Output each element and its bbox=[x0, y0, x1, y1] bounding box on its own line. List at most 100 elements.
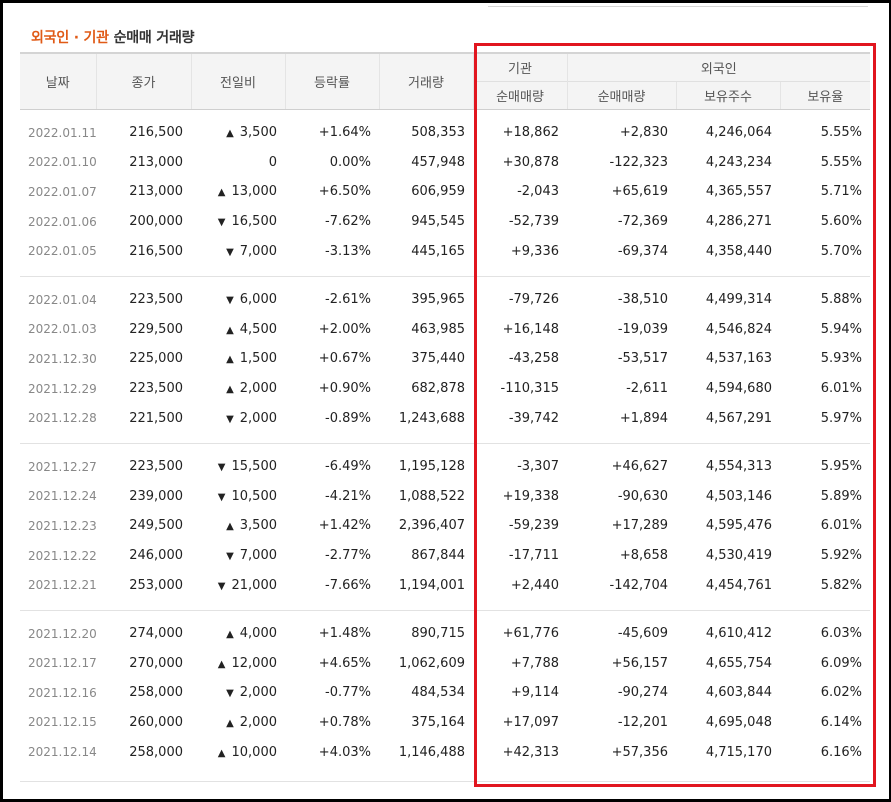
cell-volume: 2,396,407 bbox=[398, 518, 465, 534]
cell-close: 270,000 bbox=[129, 655, 183, 671]
cell-foreign-holdings: 4,567,291 bbox=[705, 410, 772, 426]
cell-change: ▼ 21,000 bbox=[191, 570, 285, 600]
cell-foreign-ratio: 6.03% bbox=[820, 626, 863, 642]
cell-rate: -2.61% bbox=[325, 292, 371, 308]
cell-volume: 484,534 bbox=[411, 685, 465, 701]
cell-foreign-ratio: 6.09% bbox=[820, 655, 863, 671]
header-change: 전일비 bbox=[190, 52, 285, 110]
change-value: 13,000 bbox=[231, 184, 278, 200]
cell-foreign-ratio: 5.88% bbox=[820, 292, 863, 308]
cell-inst-net: +30,878 bbox=[502, 154, 559, 170]
group-spacer bbox=[20, 110, 870, 119]
cell-date: 2022.01.11 bbox=[28, 125, 97, 140]
cell-foreign-holdings: 4,603,844 bbox=[705, 685, 772, 701]
cell-rate: -6.49% bbox=[325, 459, 371, 475]
cell-volume: 606,959 bbox=[411, 184, 465, 200]
group-divider bbox=[20, 599, 871, 611]
cell-volume: 1,195,128 bbox=[398, 459, 465, 475]
header-rate: 등락률 bbox=[284, 52, 379, 110]
arrow-up-icon: ▲ bbox=[217, 658, 226, 670]
cell-date: 2022.01.03 bbox=[28, 322, 97, 337]
cell-foreign-ratio: 5.92% bbox=[820, 548, 863, 564]
cell-rate: -2.77% bbox=[325, 548, 371, 564]
cell-foreign-holdings: 4,537,163 bbox=[705, 351, 772, 367]
cell-foreign-net: -72,369 bbox=[617, 214, 668, 230]
cell-close: 221,500 bbox=[129, 410, 183, 426]
arrow-down-icon: ▼ bbox=[217, 462, 226, 474]
cell-inst-net: -52,739 bbox=[508, 214, 559, 230]
cell-foreign-ratio: 5.70% bbox=[820, 243, 863, 259]
cell-rate: +4.65% bbox=[318, 655, 371, 671]
cell-volume: 375,164 bbox=[411, 714, 465, 730]
cell-foreign-net: -122,323 bbox=[609, 154, 668, 170]
cell-date: 2021.12.24 bbox=[28, 489, 97, 504]
cell-inst-net: -17,711 bbox=[508, 548, 559, 564]
table-row: 2022.01.04 223,500 ▼ 6,000 -2.61% 395,965 -79,… bbox=[20, 285, 870, 315]
top-divider bbox=[488, 0, 868, 7]
cell-foreign-net: -69,374 bbox=[617, 243, 668, 259]
arrow-up-icon: ▲ bbox=[226, 521, 234, 533]
cell-inst-net: +17,097 bbox=[502, 714, 559, 730]
cell-foreign-ratio: 5.82% bbox=[820, 577, 863, 593]
cell-foreign-holdings: 4,243,234 bbox=[705, 154, 772, 170]
table-row: 2022.01.03 229,500 ▲ 4,500 +2.00% 463,985 +16,… bbox=[20, 315, 870, 345]
cell-rate: +1.48% bbox=[318, 626, 371, 642]
cell-date: 2022.01.07 bbox=[28, 184, 97, 199]
cell-date: 2021.12.20 bbox=[28, 626, 97, 641]
table-row: 2022.01.11 216,500 ▲ 3,500 +1.64% 508,353 +18,… bbox=[20, 118, 870, 148]
cell-change: ▲ 2,000 bbox=[191, 374, 285, 404]
arrow-down-icon: ▼ bbox=[217, 217, 226, 229]
cell-rate: +0.90% bbox=[318, 381, 371, 397]
cell-date: 2021.12.17 bbox=[28, 656, 97, 671]
cell-foreign-ratio: 5.55% bbox=[820, 154, 863, 170]
header-close: 종가 bbox=[95, 52, 191, 110]
cell-close: 223,500 bbox=[129, 459, 183, 475]
table-row: 2022.01.10 213,000 0 0.00% 457,948 +30,878 -12… bbox=[20, 148, 870, 178]
cell-close: 213,000 bbox=[129, 184, 183, 200]
cell-foreign-holdings: 4,358,440 bbox=[705, 243, 772, 259]
cell-inst-net: -59,239 bbox=[508, 518, 559, 534]
change-value: 2,000 bbox=[239, 381, 277, 397]
header-foreign-ratio: 보유율 bbox=[779, 81, 871, 110]
cell-volume: 375,440 bbox=[411, 351, 465, 367]
cell-rate: -7.62% bbox=[325, 214, 371, 230]
change-value: 7,000 bbox=[239, 243, 277, 259]
cell-change: ▼ 15,500 bbox=[191, 452, 285, 482]
cell-volume: 457,948 bbox=[411, 154, 465, 170]
cell-foreign-net: -45,609 bbox=[617, 626, 668, 642]
cell-inst-net: +9,336 bbox=[510, 243, 559, 259]
cell-foreign-holdings: 4,554,313 bbox=[705, 459, 772, 475]
trading-table: 날짜 종가 전일비 등락률 거래량 기관 외국인 순매매량 순매매량 보유주수 … bbox=[20, 52, 871, 767]
cell-volume: 890,715 bbox=[411, 626, 465, 642]
cell-rate: -3.13% bbox=[325, 243, 371, 259]
arrow-down-icon: ▼ bbox=[226, 688, 234, 700]
cell-date: 2021.12.21 bbox=[28, 578, 97, 593]
cell-volume: 945,545 bbox=[411, 214, 465, 230]
cell-foreign-ratio: 6.14% bbox=[820, 714, 863, 730]
cell-volume: 508,353 bbox=[411, 125, 465, 141]
cell-change: ▼ 2,000 bbox=[191, 403, 285, 433]
cell-close: 249,500 bbox=[129, 518, 183, 534]
cell-inst-net: +19,338 bbox=[502, 488, 559, 504]
change-value: 7,000 bbox=[239, 548, 277, 564]
group-divider bbox=[20, 432, 871, 444]
group-spacer bbox=[20, 610, 870, 619]
cell-foreign-ratio: 5.95% bbox=[820, 459, 863, 475]
change-value: 0 bbox=[268, 154, 277, 170]
header-date: 날짜 bbox=[20, 52, 96, 110]
cell-date: 2021.12.29 bbox=[28, 381, 97, 396]
table-row: 2021.12.22 246,000 ▼ 7,000 -2.77% 867,844 -17,… bbox=[20, 541, 870, 571]
cell-foreign-net: +65,619 bbox=[611, 184, 668, 200]
table-row: 2021.12.16 258,000 ▼ 2,000 -0.77% 484,534 +9,1… bbox=[20, 678, 870, 708]
table-row: 2021.12.29 223,500 ▲ 2,000 +0.90% 682,878 -110… bbox=[20, 374, 870, 404]
change-value: 21,000 bbox=[231, 577, 278, 593]
cell-date: 2021.12.30 bbox=[28, 351, 97, 366]
cell-foreign-ratio: 6.01% bbox=[820, 381, 863, 397]
cell-foreign-ratio: 6.16% bbox=[820, 744, 863, 760]
change-value: 2,000 bbox=[239, 714, 277, 730]
section-title: 외국인 · 기관 순매매 거래량 bbox=[31, 27, 195, 47]
cell-close: 200,000 bbox=[129, 214, 183, 230]
change-value: 6,000 bbox=[239, 292, 277, 308]
cell-date: 2022.01.05 bbox=[28, 244, 97, 259]
cell-foreign-net: +17,289 bbox=[611, 518, 668, 534]
